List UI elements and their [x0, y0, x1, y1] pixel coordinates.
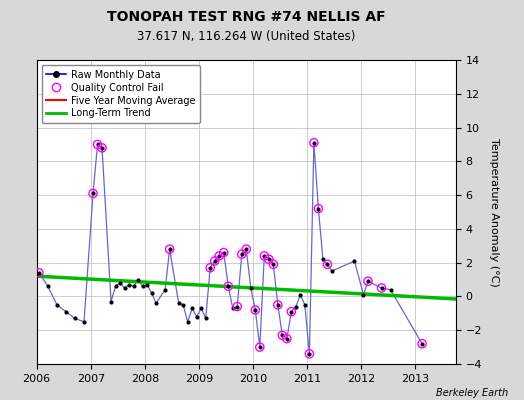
Point: [314, 206, 323, 212]
Point: [418, 340, 426, 347]
Point: [305, 351, 313, 357]
Text: 37.617 N, 116.264 W (United States): 37.617 N, 116.264 W (United States): [137, 30, 355, 43]
Point: [269, 261, 278, 268]
Point: [224, 283, 233, 290]
Point: [310, 140, 318, 146]
Point: [166, 246, 174, 252]
Point: [265, 256, 273, 262]
Point: [274, 302, 282, 308]
Point: [323, 261, 332, 268]
Point: [98, 145, 106, 151]
Point: [215, 253, 223, 259]
Point: [260, 253, 268, 259]
Point: [220, 249, 228, 256]
Point: [206, 264, 214, 271]
Text: TONOPAH TEST RNG #74 NELLIS AF: TONOPAH TEST RNG #74 NELLIS AF: [107, 10, 386, 24]
Text: Berkeley Earth: Berkeley Earth: [436, 388, 508, 398]
Point: [237, 251, 246, 258]
Point: [251, 307, 259, 313]
Point: [211, 258, 219, 264]
Point: [89, 190, 97, 197]
Point: [35, 270, 43, 276]
Point: [364, 278, 372, 284]
Point: [287, 308, 296, 315]
Point: [233, 303, 242, 310]
Point: [282, 336, 291, 342]
Y-axis label: Temperature Anomaly (°C): Temperature Anomaly (°C): [489, 138, 499, 286]
Point: [278, 332, 287, 338]
Legend: Raw Monthly Data, Quality Control Fail, Five Year Moving Average, Long-Term Tren: Raw Monthly Data, Quality Control Fail, …: [41, 65, 200, 123]
Point: [377, 285, 386, 291]
Point: [242, 246, 250, 252]
Point: [256, 344, 264, 350]
Point: [93, 141, 102, 148]
